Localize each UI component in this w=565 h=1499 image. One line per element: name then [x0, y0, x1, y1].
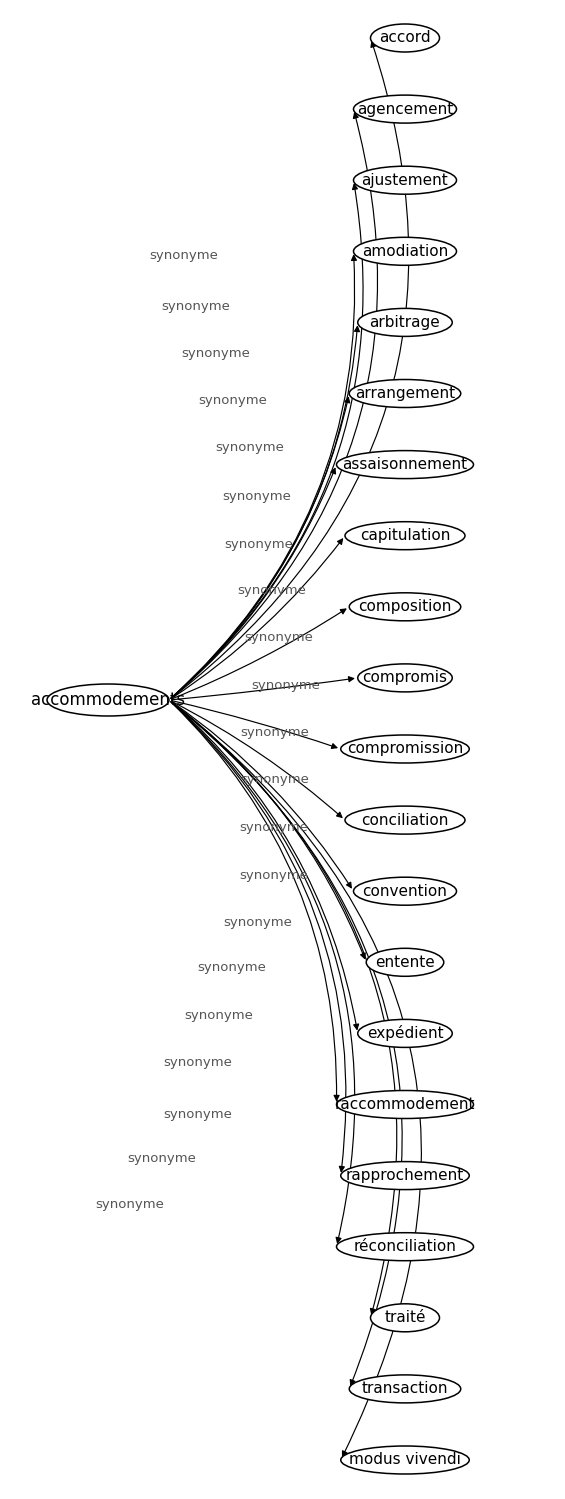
- Ellipse shape: [337, 451, 473, 478]
- Text: réconciliation: réconciliation: [354, 1240, 457, 1255]
- Text: transaction: transaction: [362, 1382, 448, 1397]
- Text: arrangement: arrangement: [355, 387, 455, 402]
- Text: synonyme: synonyme: [127, 1151, 195, 1165]
- Text: ajustement: ajustement: [362, 172, 449, 187]
- Ellipse shape: [358, 1019, 452, 1048]
- Text: traité: traité: [384, 1310, 426, 1325]
- Ellipse shape: [337, 1090, 473, 1118]
- Ellipse shape: [366, 949, 444, 976]
- Text: compromis: compromis: [363, 670, 447, 685]
- FancyArrowPatch shape: [171, 540, 342, 699]
- Text: expédient: expédient: [367, 1025, 444, 1042]
- Ellipse shape: [349, 1375, 460, 1403]
- Ellipse shape: [358, 664, 452, 693]
- Text: modus vivendi: modus vivendi: [349, 1453, 461, 1468]
- Text: accord: accord: [379, 30, 431, 45]
- Text: capitulation: capitulation: [360, 528, 450, 543]
- Text: synonyme: synonyme: [223, 490, 292, 502]
- Text: synonyme: synonyme: [224, 916, 293, 929]
- FancyArrowPatch shape: [171, 702, 342, 817]
- Text: arbitrage: arbitrage: [370, 315, 440, 330]
- FancyArrowPatch shape: [171, 42, 408, 699]
- Text: rapprochement: rapprochement: [346, 1168, 464, 1183]
- Text: accommodements: accommodements: [31, 691, 185, 709]
- Text: entente: entente: [375, 955, 435, 970]
- Ellipse shape: [349, 592, 460, 621]
- Text: synonyme: synonyme: [251, 679, 320, 691]
- FancyArrowPatch shape: [171, 468, 336, 699]
- Text: synonyme: synonyme: [163, 1055, 232, 1069]
- Ellipse shape: [358, 309, 452, 336]
- FancyArrowPatch shape: [171, 702, 397, 1313]
- Text: assaisonnement: assaisonnement: [342, 457, 468, 472]
- Text: synonyme: synonyme: [198, 394, 267, 408]
- Text: synonyme: synonyme: [184, 1009, 253, 1022]
- Ellipse shape: [341, 1447, 470, 1474]
- Ellipse shape: [371, 24, 440, 52]
- FancyArrowPatch shape: [171, 112, 377, 699]
- Text: synonyme: synonyme: [161, 300, 230, 313]
- FancyArrowPatch shape: [171, 255, 357, 699]
- Text: synonyme: synonyme: [224, 538, 293, 550]
- Ellipse shape: [354, 237, 457, 265]
- Ellipse shape: [341, 735, 470, 763]
- FancyArrowPatch shape: [171, 184, 363, 699]
- Text: synonyme: synonyme: [240, 773, 309, 787]
- Text: synonyme: synonyme: [240, 869, 308, 881]
- Ellipse shape: [345, 522, 465, 550]
- Text: compromission: compromission: [347, 742, 463, 757]
- Text: composition: composition: [358, 600, 451, 615]
- Text: synonyme: synonyme: [216, 441, 285, 454]
- FancyArrowPatch shape: [171, 702, 346, 1172]
- FancyArrowPatch shape: [172, 676, 354, 700]
- Text: synonyme: synonyme: [244, 631, 313, 645]
- FancyArrowPatch shape: [171, 702, 359, 1030]
- Ellipse shape: [354, 877, 457, 905]
- Ellipse shape: [345, 806, 465, 833]
- Text: synonyme: synonyme: [240, 821, 308, 833]
- Text: raccommodement: raccommodement: [334, 1097, 475, 1112]
- Ellipse shape: [354, 94, 457, 123]
- Ellipse shape: [349, 379, 460, 408]
- FancyArrowPatch shape: [171, 702, 402, 1385]
- Text: synonyme: synonyme: [197, 961, 266, 974]
- Ellipse shape: [341, 1162, 470, 1190]
- FancyArrowPatch shape: [172, 700, 337, 748]
- Text: agencement: agencement: [357, 102, 453, 117]
- FancyArrowPatch shape: [171, 702, 421, 1457]
- Ellipse shape: [337, 1232, 473, 1261]
- Text: synonyme: synonyme: [181, 348, 250, 360]
- Text: convention: convention: [363, 884, 447, 899]
- Text: amodiation: amodiation: [362, 244, 448, 259]
- FancyArrowPatch shape: [171, 702, 351, 887]
- Text: synonyme: synonyme: [149, 249, 218, 262]
- Text: synonyme: synonyme: [241, 726, 309, 739]
- Text: synonyme: synonyme: [163, 1108, 232, 1121]
- Text: synonyme: synonyme: [237, 585, 306, 598]
- FancyArrowPatch shape: [171, 702, 365, 958]
- Text: synonyme: synonyme: [95, 1198, 164, 1211]
- FancyArrowPatch shape: [171, 702, 355, 1243]
- FancyArrowPatch shape: [171, 327, 359, 699]
- Ellipse shape: [47, 684, 169, 717]
- FancyArrowPatch shape: [171, 397, 350, 699]
- FancyArrowPatch shape: [171, 702, 339, 1100]
- Ellipse shape: [354, 166, 457, 195]
- Text: conciliation: conciliation: [361, 812, 449, 827]
- Ellipse shape: [371, 1304, 440, 1331]
- FancyArrowPatch shape: [172, 609, 346, 699]
